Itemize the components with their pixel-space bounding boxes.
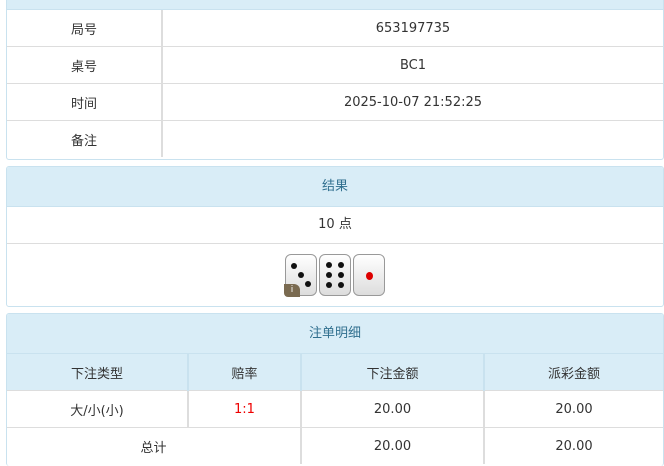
die-pip	[305, 280, 311, 287]
table-row: 备注	[7, 120, 663, 157]
table-row: 局号 653197735	[7, 10, 663, 47]
die-pip	[291, 262, 297, 269]
die-pip	[326, 281, 332, 288]
panel-header	[7, 0, 663, 10]
bet-details-panel: 注单明细 下注类型 赔率 下注金额 派彩金额 大/小(小) 1:1 20.00 …	[6, 313, 664, 466]
table-header-row: 下注类型 赔率 下注金额 派彩金额	[7, 354, 663, 391]
total-payout: 20.00	[483, 427, 663, 464]
table-row: 桌号 BC1	[7, 46, 663, 84]
total-amount: 20.00	[300, 427, 484, 464]
die-6	[319, 253, 351, 296]
value-remark	[161, 120, 663, 157]
header-payout: 派彩金额	[483, 354, 663, 391]
bet-details-title: 注单明细	[7, 314, 663, 354]
info-badge-icon[interactable]: i	[284, 283, 300, 297]
table-row: 时间 2025-10-07 21:52:25	[7, 83, 663, 121]
round-info-panel: 局号 653197735 桌号 BC1 时间 2025-10-07 21:52:25 …	[6, 0, 664, 160]
label-time: 时间	[7, 83, 162, 121]
label-table: 桌号	[7, 46, 162, 84]
table-row: 大/小(小) 1:1 20.00 20.00	[7, 390, 663, 428]
die-pip	[338, 271, 344, 278]
round-info-table: 局号 653197735 桌号 BC1 时间 2025-10-07 21:52:25 …	[7, 10, 663, 157]
value-table: BC1	[161, 46, 663, 84]
die-pip	[326, 261, 332, 268]
value-time: 2025-10-07 21:52:25	[161, 83, 663, 121]
total-label: 总计	[7, 427, 301, 464]
header-odds: 赔率	[187, 354, 301, 391]
die-pip	[326, 271, 332, 278]
die-pip	[366, 271, 373, 280]
bet-details-table: 下注类型 赔率 下注金额 派彩金额 大/小(小) 1:1 20.00 20.00…	[7, 354, 663, 464]
result-points: 10 点	[7, 207, 663, 244]
result-title: 结果	[7, 167, 663, 207]
die-1	[353, 253, 385, 296]
die-pip	[338, 281, 344, 288]
label-remark: 备注	[7, 120, 162, 157]
total-row: 总计 20.00 20.00	[7, 427, 663, 464]
value-round: 653197735	[161, 10, 663, 47]
label-round: 局号	[70, 22, 97, 38]
bet-type: 大/小(小)	[7, 390, 188, 428]
result-panel: 结果 10 点 i	[6, 166, 664, 307]
bet-amount: 20.00	[300, 390, 484, 428]
die-pip	[338, 261, 344, 268]
die-3: i	[284, 253, 317, 297]
payout: 20.00	[483, 390, 663, 428]
header-bet-amount: 下注金额	[300, 354, 484, 391]
odds: 1:1	[187, 390, 301, 428]
dice-row: i	[7, 244, 663, 306]
header-bet-type: 下注类型	[7, 354, 188, 391]
die-pip	[298, 271, 304, 278]
